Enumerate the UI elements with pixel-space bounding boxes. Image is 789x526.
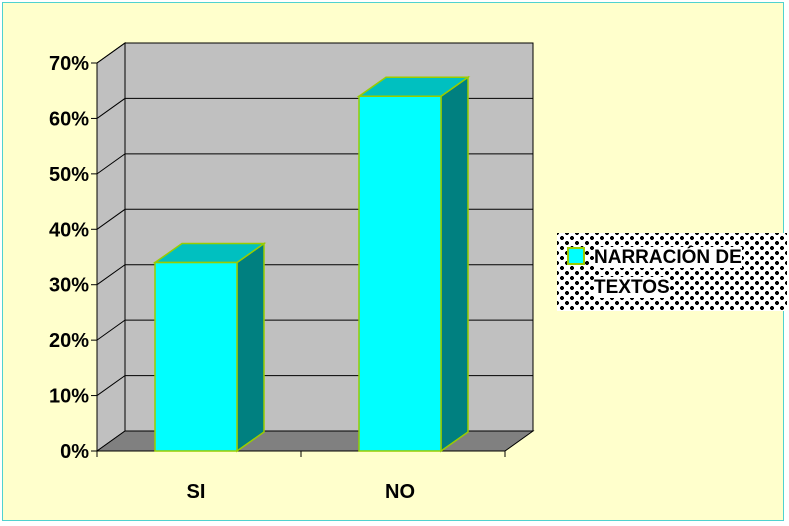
x-tick-label: SI — [187, 481, 206, 503]
legend-label-line2: TEXTOS — [594, 277, 670, 298]
y-tick-label: 0% — [60, 441, 89, 463]
y-tick-label: 50% — [49, 164, 89, 186]
y-tick-label: 70% — [49, 53, 89, 75]
legend-label: NARRACIÓN DE TEXTOS — [594, 243, 784, 303]
y-tick-label: 10% — [49, 386, 89, 408]
y-tick-label: 60% — [49, 108, 89, 130]
x-tick-label: NO — [385, 481, 415, 503]
bar-side — [236, 242, 265, 453]
y-tick-label: 30% — [49, 275, 89, 297]
legend-label-line1: NARRACIÓN DE — [594, 247, 742, 268]
bar-side — [440, 75, 469, 453]
bar-no — [358, 95, 442, 452]
bar-si — [154, 261, 238, 452]
y-tick-label: 20% — [49, 330, 89, 352]
legend-swatch-icon — [567, 247, 585, 265]
gridline — [96, 42, 533, 64]
plot-side-wall — [96, 42, 126, 452]
legend: NARRACIÓN DE TEXTOS — [557, 233, 787, 311]
y-tick-label: 40% — [49, 219, 89, 241]
